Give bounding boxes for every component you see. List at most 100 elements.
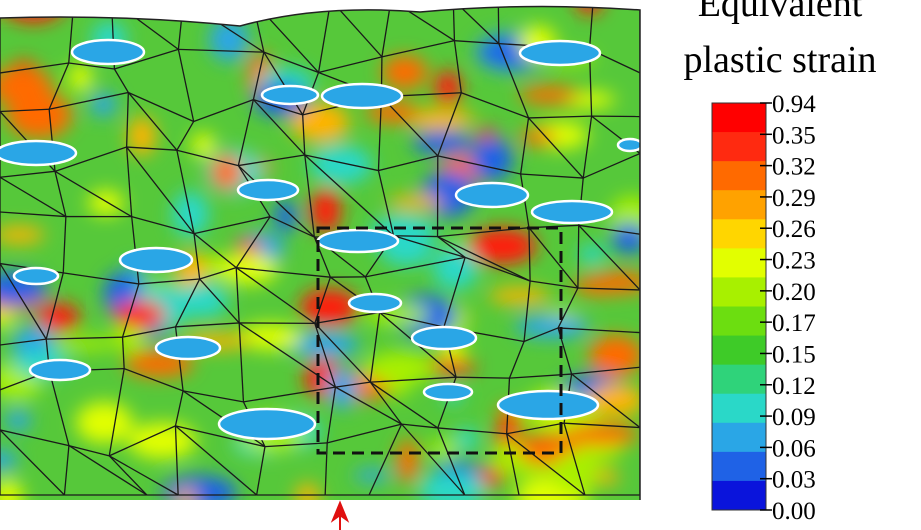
- colorbar-label: 0.15: [772, 341, 816, 368]
- grain-boundary: [528, 227, 579, 289]
- map-outline: [0, 5, 641, 500]
- colorbar-band: [712, 480, 766, 511]
- grain-boundary: [108, 455, 179, 496]
- grain-boundary: [263, 51, 319, 74]
- strain-blob: [127, 116, 156, 156]
- grain-boundary: [506, 433, 586, 496]
- grain-boundary: [401, 423, 438, 429]
- colorbar-label: 0.00: [772, 498, 816, 525]
- grain-boundary: [176, 121, 195, 151]
- colorbar-band: [712, 161, 766, 191]
- pore: [454, 181, 530, 209]
- grain-boundary: [49, 91, 129, 110]
- grain-boundary: [243, 386, 336, 403]
- pore: [70, 38, 146, 66]
- grain-boundary: [176, 149, 239, 167]
- grain-boundary: [530, 280, 579, 289]
- strain-blob: [519, 128, 557, 146]
- grain-boundary: [177, 49, 195, 122]
- grain-boundary: [393, 235, 438, 238]
- grain-boundary: [121, 283, 140, 338]
- strain-blob: [455, 428, 479, 450]
- grain-boundary: [114, 48, 179, 70]
- strain-blob: [211, 154, 243, 190]
- strain-blob: [578, 244, 606, 265]
- pore: [217, 407, 317, 441]
- grain-boundary: [54, 171, 67, 217]
- grain-boundary: [369, 381, 439, 429]
- grain-boundary: [175, 425, 266, 448]
- grain-boundary: [193, 216, 271, 235]
- grain-boundary: [370, 376, 457, 383]
- strain-blob: [309, 145, 372, 185]
- grain-boundary: [528, 115, 592, 119]
- grain-boundary: [122, 326, 176, 338]
- grain-boundary: [368, 423, 403, 496]
- colorbar-band: [712, 451, 766, 482]
- grain-boundary: [437, 427, 466, 496]
- grain-boundary: [498, 43, 530, 119]
- grain-boundary: [235, 216, 271, 269]
- grain-boundary: [0, 62, 69, 74]
- strain-blob: [4, 410, 32, 431]
- pore: [410, 325, 478, 351]
- grain-boundary: [178, 48, 264, 53]
- strain-blob: [488, 287, 551, 305]
- grain-boundary: [175, 425, 258, 496]
- grain-boundary: [314, 323, 337, 388]
- grain-boundary: [577, 225, 580, 288]
- pore: [530, 199, 614, 225]
- colorbar-band: [712, 103, 766, 133]
- strain-blob: [0, 479, 24, 500]
- grain-boundary: [437, 92, 462, 157]
- grain-boundary: [528, 227, 531, 282]
- grain-boundary: [563, 422, 586, 496]
- strain-blob: [238, 323, 303, 351]
- strain-blob: [112, 323, 147, 352]
- grain-boundary: [523, 327, 559, 343]
- grain-boundary: [264, 442, 328, 448]
- colorbar-band: [712, 190, 766, 220]
- strain-blob: [310, 188, 342, 234]
- grain-boundary: [314, 311, 380, 324]
- strain-blob: [0, 66, 53, 106]
- colorbar-band: [712, 422, 766, 453]
- strain-blob: [405, 108, 475, 130]
- strain-blob: [595, 470, 619, 485]
- grain-boundary: [326, 387, 337, 443]
- grain-boundary: [577, 287, 640, 291]
- colorbar-label: 0.06: [772, 435, 816, 462]
- grain-boundary: [302, 114, 306, 156]
- pore: [347, 292, 403, 314]
- grain-boundary: [578, 224, 640, 291]
- grain-boundary: [108, 425, 176, 457]
- grain-boundary: [461, 92, 529, 119]
- strain-blob: [588, 335, 640, 377]
- strain-blob: [389, 356, 411, 399]
- grain-boundary: [45, 272, 64, 340]
- pore: [320, 82, 404, 110]
- strain-blob: [387, 195, 443, 210]
- grain-boundary: [48, 371, 70, 446]
- pore: [518, 39, 602, 67]
- strain-blob: [176, 282, 229, 318]
- grain-boundary: [393, 235, 466, 259]
- strain-blob: [300, 288, 359, 326]
- grain-boundary: [335, 386, 402, 425]
- grain-boundary: [138, 278, 200, 285]
- grain-boundary: [176, 150, 195, 234]
- colorbar-label: 0.32: [772, 154, 816, 181]
- grain-boundary: [126, 146, 195, 235]
- strain-blob: [418, 472, 486, 500]
- grain-boundary: [193, 99, 254, 123]
- pore: [154, 335, 222, 361]
- grain-boundary: [125, 92, 129, 148]
- grain-boundary: [506, 422, 565, 435]
- strain-blob: [274, 200, 298, 233]
- grain-boundary: [564, 422, 640, 429]
- grain-boundary: [0, 176, 67, 218]
- strain-blob: [519, 86, 580, 104]
- grain-boundary: [454, 40, 499, 45]
- grain-boundary: [464, 256, 531, 282]
